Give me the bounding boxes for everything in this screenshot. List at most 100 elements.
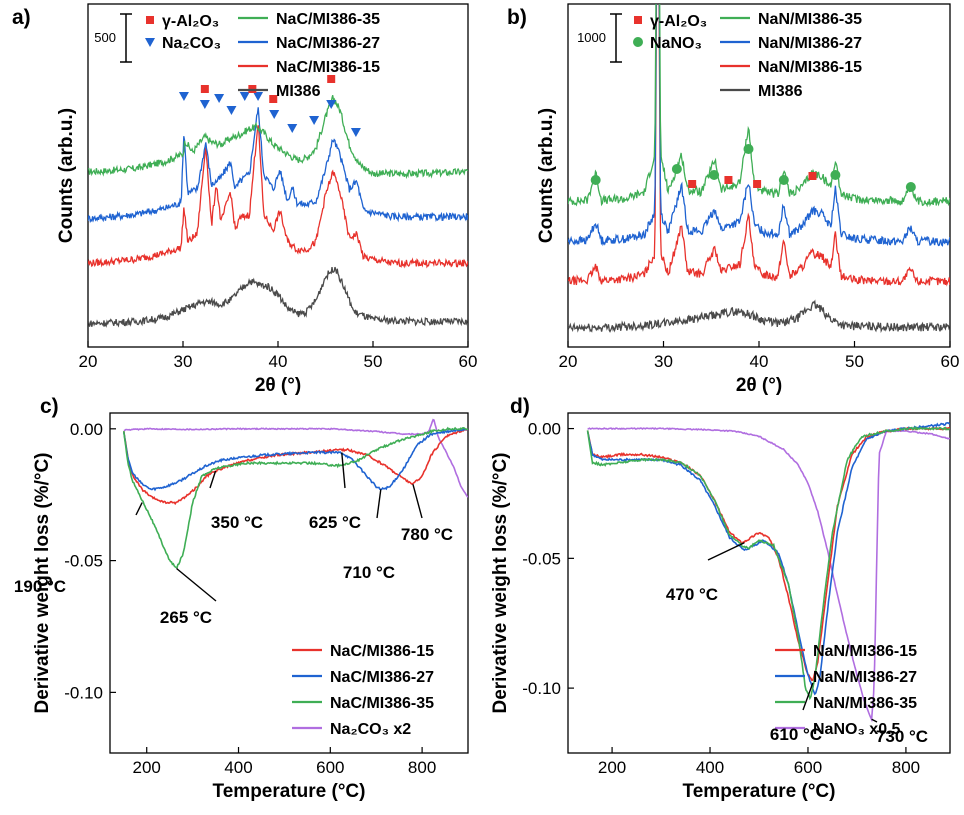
alumina-marker <box>269 95 278 103</box>
y-axis-label: Derivative weight loss (%/°C) <box>490 453 511 714</box>
legend-label: NaC/MI386-15 <box>276 59 380 76</box>
panel-b-xrd: 20 30 40 50 60 b) 2θ (°) Counts (arb.u.) 1000 γ-A… <box>507 3 960 396</box>
na2co3-marker <box>226 106 237 115</box>
legend-label: NaNO₃ x0.5 <box>813 721 901 738</box>
panel-label: b) <box>507 6 527 29</box>
scale-bar-label: 1000 <box>577 30 606 45</box>
series-line-2 <box>123 426 468 569</box>
annotation-leader <box>209 470 217 489</box>
legend-label: NaC/MI386-27 <box>276 35 380 52</box>
series-line-2 <box>568 4 950 287</box>
series-line-3 <box>88 266 468 328</box>
annotation-leader <box>341 452 346 489</box>
annotation-label: 710 °C <box>343 563 395 582</box>
y-tick-label: -0.05 <box>64 552 103 571</box>
x-tick-label: 30 <box>174 352 193 371</box>
marker-legend-label: γ-Al₂O₃ <box>162 13 219 30</box>
panel-label: d) <box>510 395 530 418</box>
alumina-marker <box>688 180 697 188</box>
marker-legend-label: Na₂CO₃ <box>162 35 221 52</box>
x-tick-label: 400 <box>224 758 252 777</box>
series-line-3 <box>123 418 468 498</box>
series-line-1 <box>88 107 468 224</box>
x-tick-label: 40 <box>269 352 288 371</box>
nano3-marker <box>830 170 841 180</box>
na2co3-marker <box>350 128 361 137</box>
legend-label: NaN/MI386-27 <box>813 669 917 686</box>
annotation-label: 190 °C <box>14 577 66 596</box>
legend-label: NaC/MI386-35 <box>276 11 380 28</box>
nano3-marker <box>743 144 754 154</box>
marker-legend-symbol <box>145 38 155 47</box>
x-tick-label: 50 <box>845 352 864 371</box>
na2co3-marker <box>326 100 337 109</box>
annotation-leader <box>376 489 382 519</box>
annotation-label: 470 °C <box>666 585 718 604</box>
x-tick-label: 800 <box>408 758 436 777</box>
x-tick-label: 60 <box>941 352 960 371</box>
legend-label: NaN/MI386-27 <box>758 35 862 52</box>
na2co3-marker <box>199 100 210 109</box>
alumina-marker <box>724 176 733 184</box>
nano3-marker <box>590 175 601 185</box>
na2co3-marker <box>253 92 264 101</box>
alumina-marker <box>200 85 209 93</box>
na2co3-marker <box>214 94 225 103</box>
y-tick-label: -0.05 <box>522 549 561 568</box>
legend-label: MI386 <box>758 83 803 100</box>
panel-label: c) <box>40 395 59 418</box>
y-tick-label: 0.00 <box>528 420 561 439</box>
x-tick-label: 20 <box>79 352 98 371</box>
x-tick-label: 40 <box>750 352 769 371</box>
x-tick-label: 800 <box>892 758 920 777</box>
marker-legend-symbol <box>146 16 154 24</box>
nano3-marker <box>709 170 720 180</box>
marker-legend-symbol <box>634 16 642 24</box>
series-line-1 <box>568 4 950 247</box>
legend-label: NaC/MI386-15 <box>330 643 434 660</box>
marker-legend-label: γ-Al₂O₃ <box>650 13 707 30</box>
series-line-0 <box>88 95 468 180</box>
y-tick-label: -0.10 <box>522 679 561 698</box>
series-line-3 <box>568 299 950 334</box>
x-tick-label: 200 <box>133 758 161 777</box>
nano3-marker <box>778 175 789 185</box>
x-axis-label: Temperature (°C) <box>213 781 366 802</box>
y-axis-label: Counts (arb.u.) <box>56 108 77 243</box>
x-tick-label: 600 <box>794 758 822 777</box>
annotation-label: 730 °C <box>876 727 928 746</box>
x-tick-label: 200 <box>598 758 626 777</box>
panel-d-dtg: 200 400 600 800 0.00 -0.05 -0.10 d) Temperature … <box>490 395 951 802</box>
alumina-marker <box>753 180 762 188</box>
na2co3-marker <box>309 116 320 125</box>
x-tick-label: 30 <box>654 352 673 371</box>
x-tick-label: 600 <box>316 758 344 777</box>
legend-label: NaC/MI386-35 <box>330 695 434 712</box>
x-tick-label: 20 <box>559 352 578 371</box>
annotation-label: 625 °C <box>309 513 361 532</box>
x-tick-label: 400 <box>696 758 724 777</box>
annotation-leader <box>802 682 814 711</box>
annotation-label: 780 °C <box>401 525 453 544</box>
annotation-leader <box>176 567 217 602</box>
x-tick-label: 60 <box>459 352 478 371</box>
x-axis-label: 2θ (°) <box>736 375 782 396</box>
legend-label: NaN/MI386-15 <box>813 643 917 660</box>
legend-label: NaN/MI386-15 <box>758 59 862 76</box>
panel-label: a) <box>12 6 31 29</box>
na2co3-marker <box>178 92 189 101</box>
nano3-marker <box>905 182 916 192</box>
legend-label: MI386 <box>276 83 321 100</box>
series-line-2 <box>586 426 950 701</box>
series-line-2 <box>88 125 468 269</box>
marker-legend-symbol <box>633 37 643 47</box>
marker-legend-label: NaNO₃ <box>650 35 702 52</box>
series-line-0 <box>123 428 468 506</box>
series-line-1 <box>123 428 468 492</box>
legend-label: NaN/MI386-35 <box>813 695 917 712</box>
annotation-leader <box>412 483 423 519</box>
series-line-0 <box>568 4 950 208</box>
alumina-marker <box>327 75 336 83</box>
panel-a-xrd: 20 30 40 50 60 a) 2θ (°) Counts (arb.u.) 500 γ-Al… <box>12 3 478 396</box>
